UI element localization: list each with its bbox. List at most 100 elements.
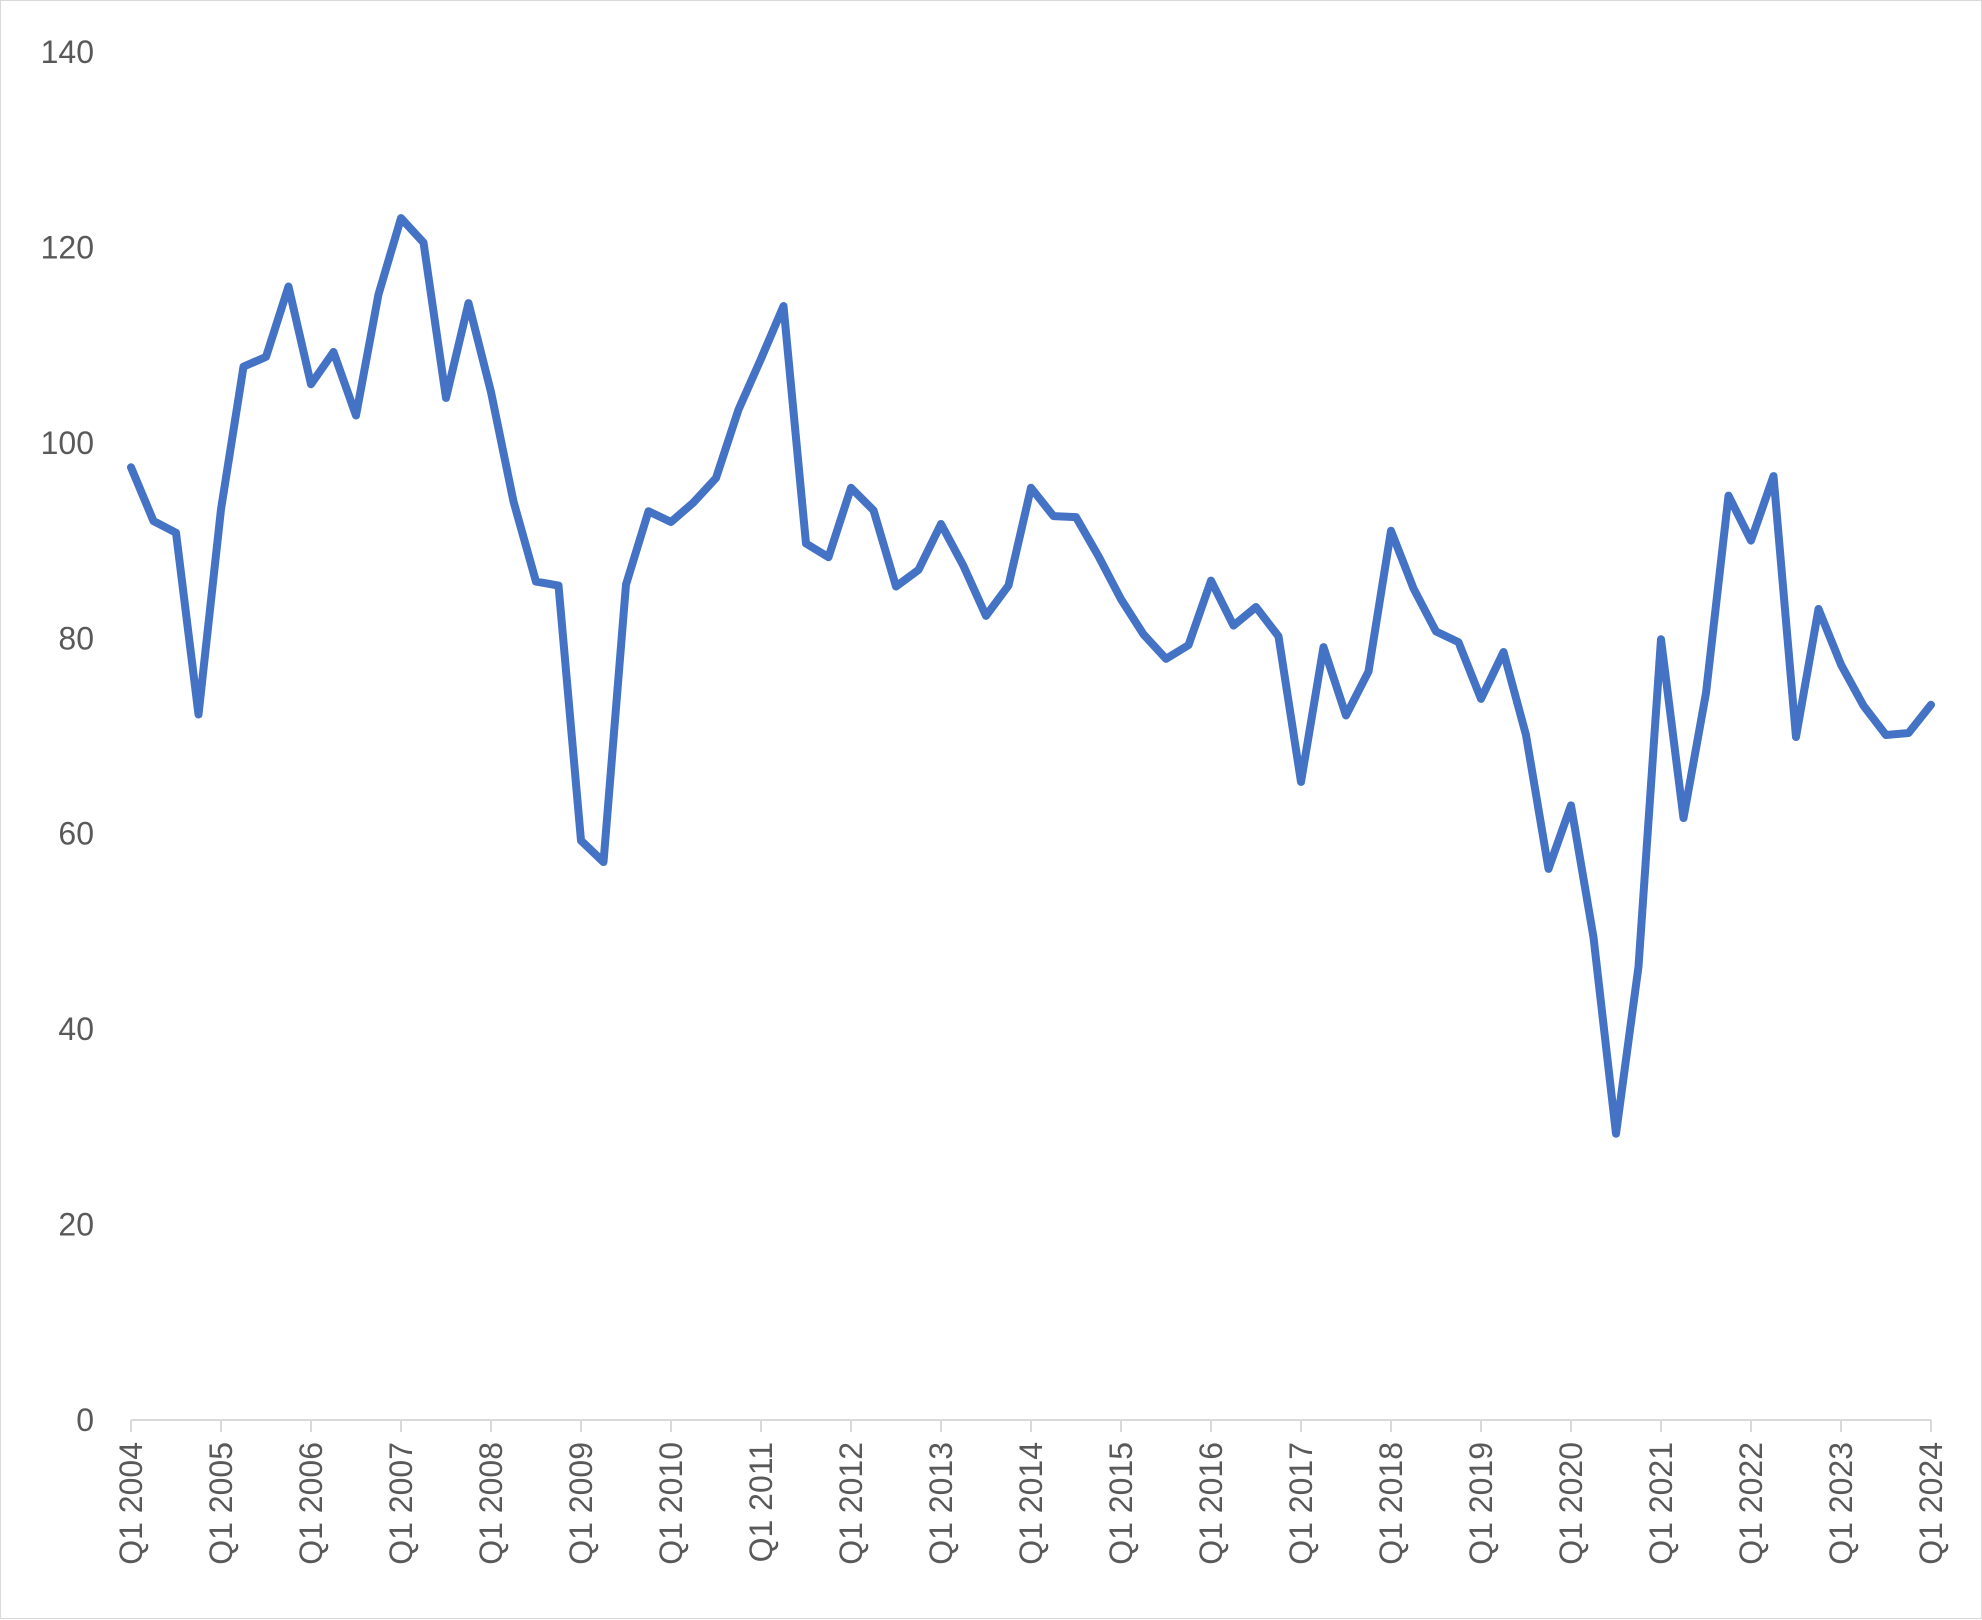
data-point <box>713 475 719 481</box>
data-point <box>1411 585 1417 591</box>
x-tick-label: Q1 2018 <box>1373 1442 1409 1565</box>
x-tick-label: Q1 2012 <box>833 1442 869 1565</box>
data-point <box>308 381 314 387</box>
data-point <box>1748 538 1754 544</box>
data-point <box>488 389 494 395</box>
data-point <box>1163 656 1169 662</box>
x-tick-label: Q1 2007 <box>383 1442 419 1565</box>
data-point <box>376 291 382 297</box>
x-tick-label: Q1 2004 <box>113 1442 149 1565</box>
data-point <box>1118 596 1124 602</box>
x-tick-label: Q1 2023 <box>1823 1442 1859 1565</box>
data-point <box>1343 712 1349 718</box>
data-point <box>1051 513 1057 519</box>
x-tick-label: Q1 2008 <box>473 1442 509 1565</box>
data-point <box>983 613 989 619</box>
data-point <box>218 506 224 512</box>
data-point <box>1771 473 1777 479</box>
x-tick-label: Q1 2009 <box>563 1442 599 1565</box>
x-tick-label: Q1 2019 <box>1463 1442 1499 1565</box>
x-tick-label: Q1 2022 <box>1733 1442 1769 1565</box>
data-point <box>556 583 562 589</box>
data-point <box>1726 493 1732 499</box>
data-point <box>286 284 292 290</box>
data-point <box>1073 514 1079 520</box>
data-point <box>1208 578 1214 584</box>
y-tick-label: 20 <box>58 1207 94 1243</box>
data-point <box>1096 553 1102 559</box>
data-point <box>353 413 359 419</box>
data-point <box>263 354 269 360</box>
x-tick-label: Q1 2021 <box>1643 1442 1679 1565</box>
y-tick-label: 40 <box>58 1011 94 1047</box>
x-axis-tick-marks <box>130 1420 1932 1432</box>
data-point <box>601 859 607 865</box>
data-point <box>1231 623 1237 629</box>
x-tick-label: Q1 2016 <box>1193 1442 1229 1565</box>
data-point <box>646 508 652 514</box>
data-point <box>691 499 697 505</box>
data-point <box>1478 696 1484 702</box>
data-point <box>1253 604 1259 610</box>
data-point <box>1298 779 1304 785</box>
data-point <box>1883 732 1889 738</box>
data-point <box>398 215 404 221</box>
data-point <box>578 838 584 844</box>
data-point <box>1793 734 1799 740</box>
data-point <box>1186 642 1192 648</box>
data-point <box>781 303 787 309</box>
data-point <box>1681 815 1687 821</box>
data-point <box>1928 702 1934 708</box>
y-tick-label: 80 <box>58 620 94 656</box>
y-tick-label: 100 <box>41 425 94 461</box>
data-point <box>961 563 967 569</box>
x-tick-label: Q1 2020 <box>1553 1442 1589 1565</box>
data-point <box>623 582 629 588</box>
data-point <box>1006 583 1012 589</box>
data-point <box>916 567 922 573</box>
x-tick-label: Q1 2015 <box>1103 1442 1139 1565</box>
data-point <box>1906 730 1912 736</box>
data-point <box>848 485 854 491</box>
data-point <box>1568 802 1574 808</box>
series-line <box>127 214 1935 1138</box>
data-point <box>1366 669 1372 675</box>
x-tick-label: Q1 2005 <box>203 1442 239 1565</box>
data-point <box>1388 528 1394 534</box>
data-point <box>1456 639 1462 645</box>
data-point <box>893 584 899 590</box>
data-point <box>803 541 809 547</box>
data-point <box>241 364 247 370</box>
data-point <box>1523 732 1529 738</box>
data-point <box>736 407 742 413</box>
data-point <box>128 464 134 470</box>
data-point <box>826 554 832 560</box>
data-point <box>331 349 337 355</box>
y-tick-label: 60 <box>58 816 94 852</box>
data-point <box>1501 649 1507 655</box>
data-point <box>1591 934 1597 940</box>
x-tick-label: Q1 2017 <box>1283 1442 1319 1565</box>
data-point <box>1816 606 1822 612</box>
y-tick-label: 120 <box>41 229 94 265</box>
data-point <box>871 507 877 513</box>
data-point <box>1546 866 1552 872</box>
data-point <box>173 530 179 536</box>
y-tick-label: 0 <box>76 1402 94 1438</box>
data-point <box>1838 662 1844 668</box>
x-axis-tick-labels: Q1 2004 Q1 2005 Q1 2006 Q1 2007 Q1 2008 Q1 20… <box>113 1442 1949 1565</box>
y-tick-label: 140 <box>41 34 94 70</box>
data-point <box>1321 644 1327 650</box>
x-tick-label: Q1 2011 <box>743 1442 779 1562</box>
data-point <box>421 240 427 246</box>
x-tick-label: Q1 2006 <box>293 1442 329 1565</box>
data-point <box>1861 703 1867 709</box>
x-tick-label: Q1 2014 <box>1013 1442 1049 1565</box>
data-point <box>1433 628 1439 634</box>
data-point <box>466 300 472 306</box>
data-point <box>511 498 517 504</box>
data-point <box>151 518 157 524</box>
data-point <box>1636 964 1642 970</box>
data-point <box>1141 631 1147 637</box>
